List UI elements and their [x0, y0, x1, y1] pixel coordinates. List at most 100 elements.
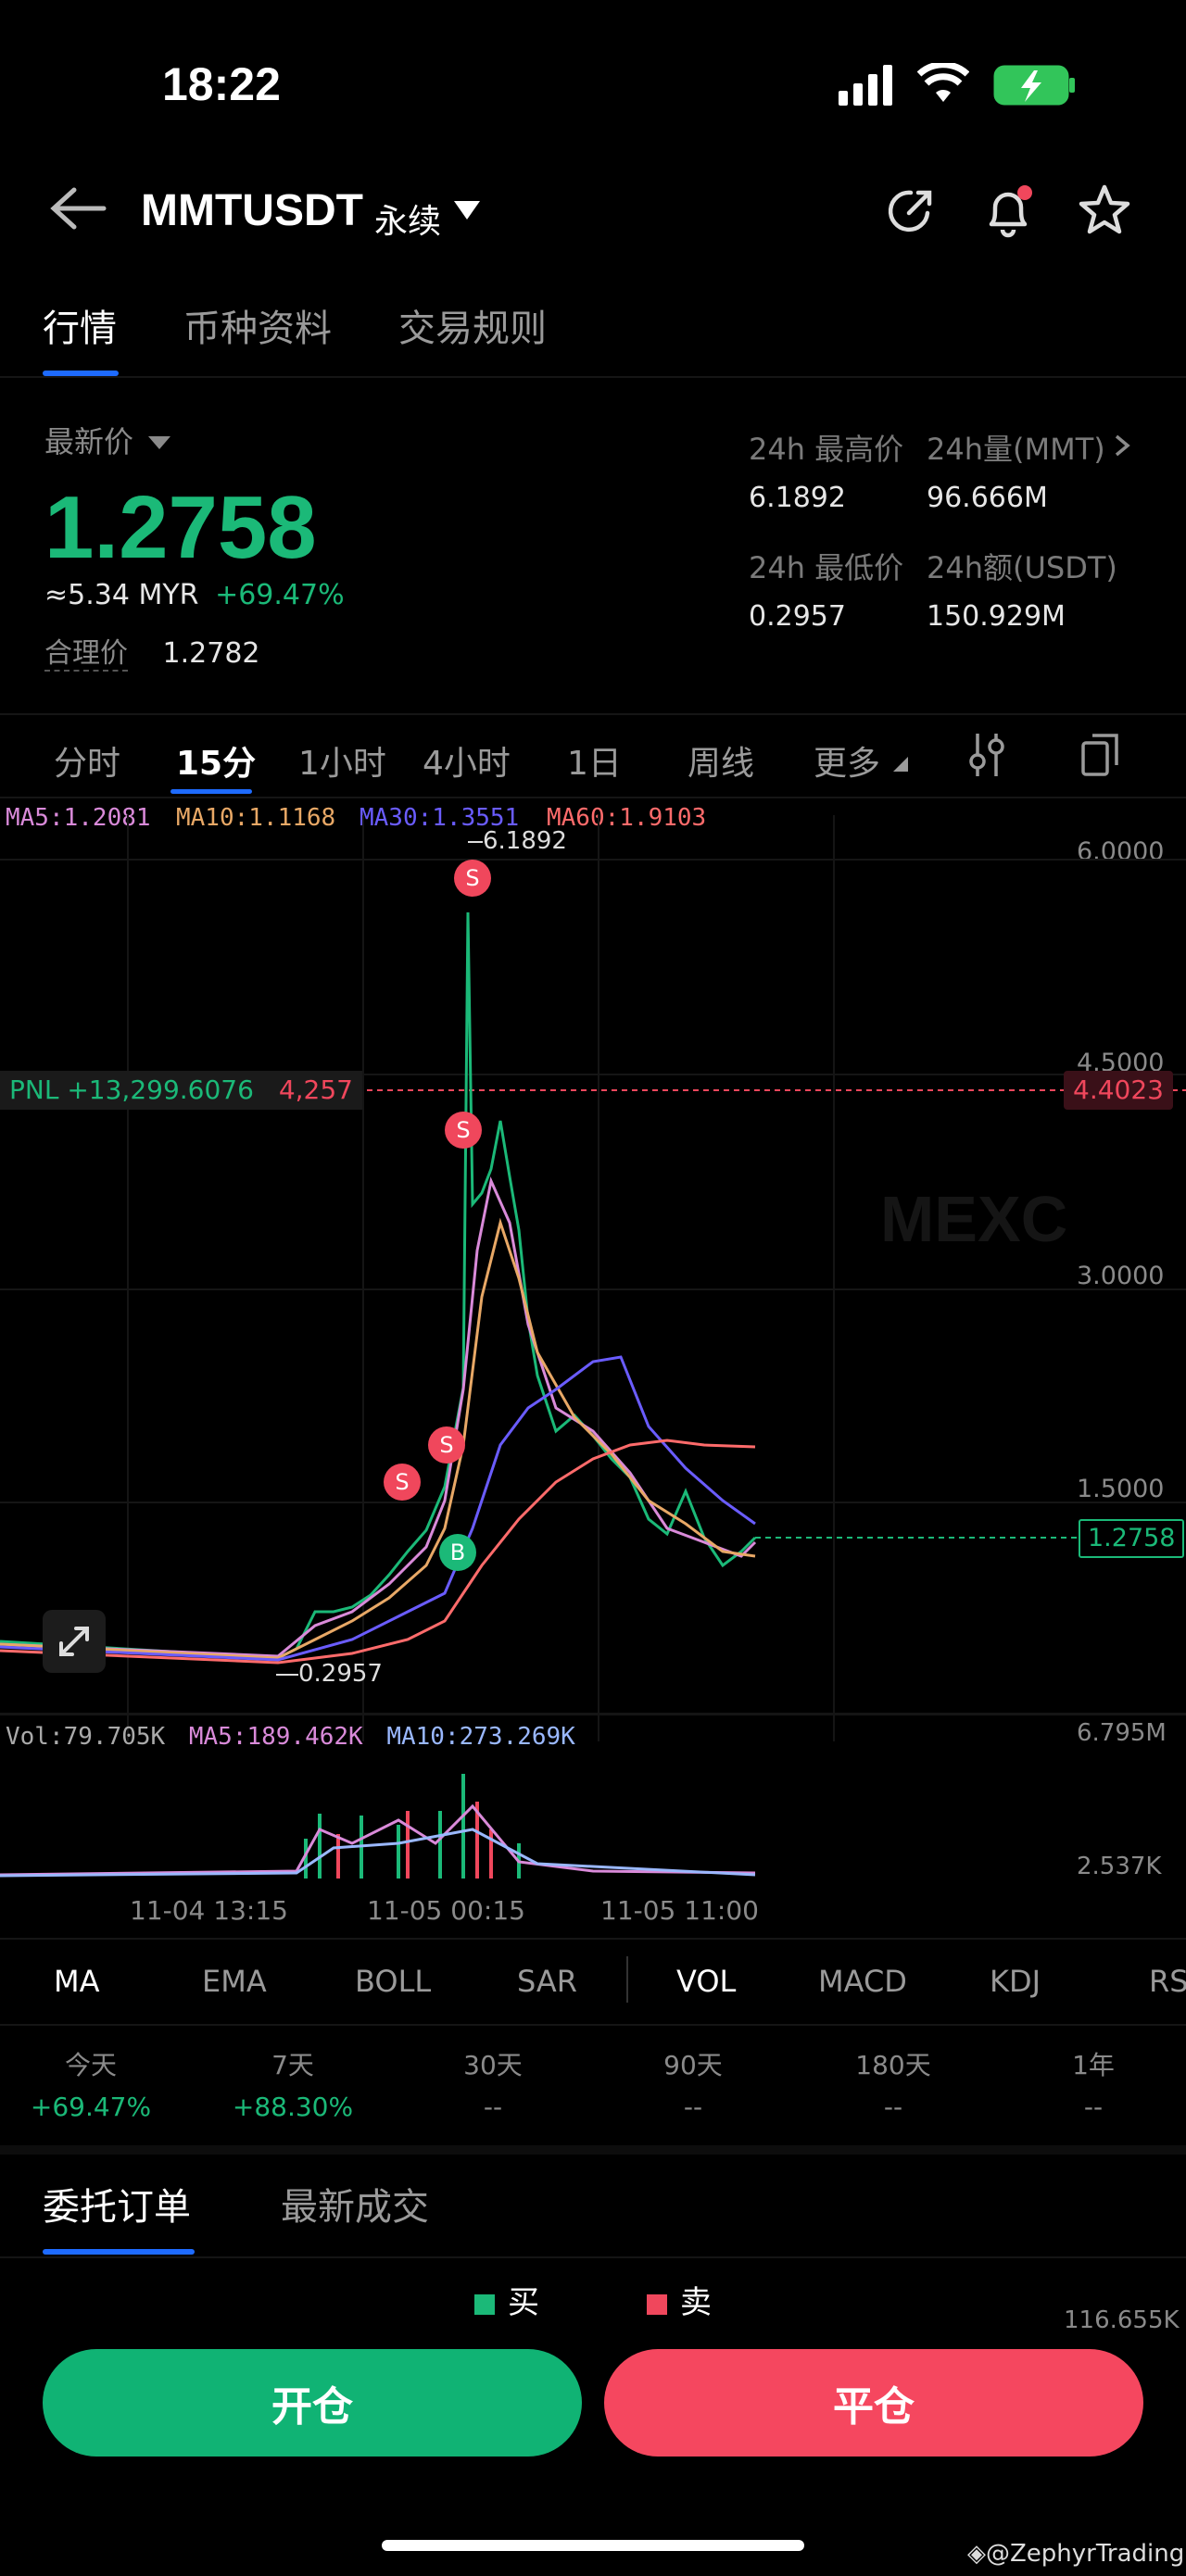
trade-marker-sell: S [454, 860, 491, 897]
period-value: -- [1083, 2092, 1104, 2122]
legend-ma5: MA5:1.2081 [6, 804, 151, 832]
star-icon[interactable] [1077, 183, 1132, 241]
divider [0, 2145, 1186, 2155]
high-marker-value: 6.1892 [483, 827, 567, 855]
price-chart[interactable]: MEXC [0, 815, 1186, 1741]
divider [0, 797, 1186, 798]
ind-vol[interactable]: VOL [676, 1964, 737, 1999]
arrow-left-icon [50, 187, 107, 230]
indicator-settings-icon[interactable] [968, 732, 1005, 782]
price-axis-label: 6.0000 [1077, 837, 1165, 866]
period-label: 7天 [271, 2050, 314, 2080]
ind-kdj[interactable]: KDJ [990, 1964, 1041, 1999]
vol-ma10-legend: MA10:273.269K [386, 1723, 575, 1751]
price-axis-label: 3.0000 [1077, 1262, 1165, 1290]
period-90d: 90天 -- [619, 2045, 767, 2122]
back-button[interactable] [48, 185, 107, 235]
battery-icon [993, 65, 1077, 109]
fair-price-value: 1.2782 [162, 637, 260, 670]
low-marker: 0.2957 [276, 1660, 383, 1688]
high-24h-label: 24h 最高价 [749, 432, 904, 467]
credit-watermark: ◈@ZephyrTrading [967, 2540, 1184, 2568]
volume-chart [0, 1774, 756, 1879]
change-percent: +69.47% [215, 579, 345, 611]
caret-down-icon[interactable] [452, 199, 482, 225]
mexc-logo-icon: ◈ [967, 2540, 986, 2568]
fullscreen-button[interactable] [43, 1610, 106, 1673]
divider [0, 1714, 1186, 1715]
tf-1h[interactable]: 1小时 [298, 745, 386, 783]
symbol-title[interactable]: MMTUSDT [141, 186, 363, 235]
entry-price-tag: 4.4023 [1064, 1071, 1173, 1110]
fair-price-label[interactable]: 合理价 [44, 637, 128, 672]
legend-ma30: MA30:1.3551 [360, 804, 520, 832]
legend-ma10: MA10:1.1168 [176, 804, 336, 832]
vol-24h-label[interactable]: 24h量(MMT) [927, 432, 1105, 467]
tf-1d[interactable]: 1日 [567, 745, 622, 783]
tf-underline [170, 789, 252, 794]
depth-sell-legend: 卖 [647, 2277, 712, 2322]
divider [0, 376, 1186, 378]
period-180d: 180天 -- [819, 2045, 967, 2122]
chevron-right-icon[interactable] [1114, 434, 1130, 461]
period-label: 90天 [663, 2050, 723, 2080]
tf-time-sharing[interactable]: 分时 [54, 745, 121, 783]
tf-week[interactable]: 周线 [688, 745, 755, 783]
depth-buy-label: 买 [508, 2284, 539, 2321]
copy-icon[interactable] [1079, 732, 1122, 782]
last-price: 1.2758 [44, 478, 317, 577]
ind-ema[interactable]: EMA [202, 1964, 267, 1999]
ind-macd[interactable]: MACD [818, 1964, 907, 1999]
period-label: 180天 [855, 2050, 931, 2080]
turnover-24h-value: 150.929M [927, 600, 1066, 633]
open-position-button[interactable]: 开仓 [43, 2349, 582, 2457]
ind-ma[interactable]: MA [54, 1964, 100, 1999]
divider [0, 713, 1186, 715]
tf-15m[interactable]: 15分 [176, 745, 257, 783]
pnl-qty: 4,257 [278, 1074, 353, 1105]
indicator-divider [626, 1956, 628, 2003]
tab-coin-info[interactable]: 币种资料 [183, 308, 332, 350]
ind-rsi[interactable]: RS [1149, 1964, 1186, 1999]
ma30-line [0, 1355, 756, 1662]
share-icon[interactable] [885, 185, 937, 241]
status-time: 18:22 [162, 58, 281, 110]
tab-latest-trades[interactable]: 最新成交 [281, 2186, 429, 2229]
period-1y: 1年 -- [1019, 2045, 1167, 2122]
ind-boll[interactable]: BOLL [355, 1964, 432, 1999]
contract-type[interactable]: 永续 [374, 203, 442, 241]
expand-icon [59, 1627, 89, 1656]
tab-open-orders[interactable]: 委托订单 [43, 2186, 191, 2229]
ma5-line [0, 1176, 757, 1658]
latest-price-label-text: 最新价 [44, 424, 134, 459]
ind-sar[interactable]: SAR [517, 1964, 578, 1999]
chart-watermark: MEXC [880, 1183, 1067, 1255]
ma10-line [0, 1217, 756, 1660]
candles [0, 911, 757, 1660]
trade-marker-sell: S [384, 1464, 421, 1501]
tf-more[interactable]: 更多 [814, 745, 881, 783]
tab-underline [43, 2249, 195, 2255]
more-caret-icon [891, 755, 910, 777]
price-axis-label: 1.5000 [1077, 1475, 1165, 1503]
period-value: -- [883, 2092, 903, 2122]
trade-marker-buy: B [439, 1534, 476, 1571]
pnl-label[interactable]: PNL +13,299.6076 4,257 [0, 1071, 362, 1110]
time-axis-label: 11-04 13:15 [130, 1895, 288, 1926]
divider [0, 1938, 1186, 1940]
divider [0, 2256, 1186, 2258]
close-position-button[interactable]: 平仓 [604, 2349, 1143, 2457]
trade-marker-sell: S [445, 1112, 482, 1149]
low-24h-value: 0.2957 [749, 600, 846, 633]
latest-price-label[interactable]: 最新价 [44, 419, 171, 461]
tab-market[interactable]: 行情 [43, 308, 117, 350]
credit-text: @ZephyrTrading [986, 2540, 1185, 2568]
period-label: 1年 [1072, 2050, 1115, 2080]
period-30d: 30天 -- [419, 2045, 567, 2122]
low-24h-label: 24h 最低价 [749, 550, 904, 585]
depth-axis-value: 116.655K [1064, 2306, 1180, 2334]
tf-4h[interactable]: 4小时 [423, 745, 511, 783]
tab-trading-rules[interactable]: 交易规则 [398, 308, 547, 350]
bell-icon[interactable] [982, 183, 1034, 243]
divider [0, 2024, 1186, 2026]
